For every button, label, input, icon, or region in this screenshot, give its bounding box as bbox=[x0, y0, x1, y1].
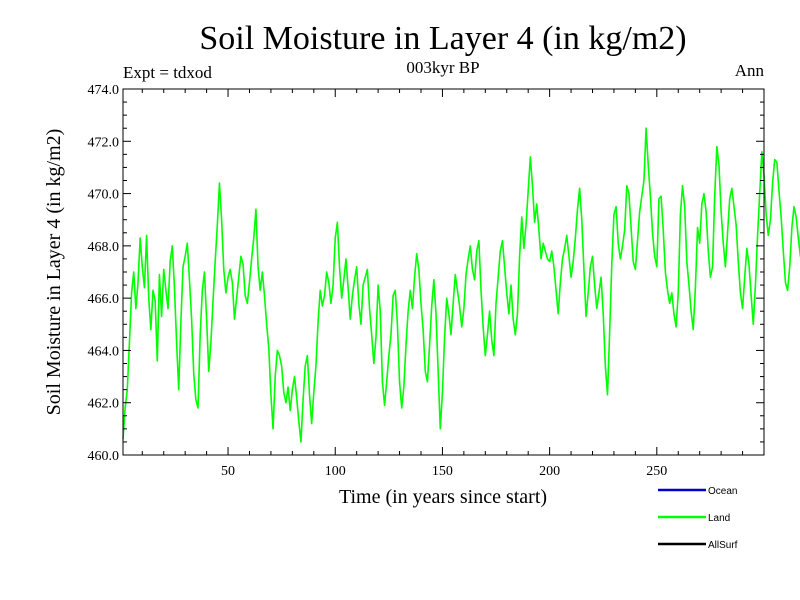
x-axis-label: Time (in years since start) bbox=[339, 486, 547, 508]
x-tick-label: 200 bbox=[539, 464, 560, 479]
y-tick-label: 462.0 bbox=[88, 397, 120, 412]
plot-frame bbox=[122, 88, 765, 456]
y-tick-label: 468.0 bbox=[88, 240, 120, 255]
legend-label-land: Land bbox=[708, 513, 730, 524]
y-axis-label: Soil Moisture in Layer 4 (in kg/m2) bbox=[43, 129, 65, 416]
y-tick-label: 460.0 bbox=[88, 449, 120, 464]
legend: Ocean Land AllSurf bbox=[658, 486, 738, 551]
experiment-label: Expt = tdxod bbox=[123, 63, 212, 82]
chart-title: Soil Moisture in Layer 4 (in kg/m2) bbox=[199, 20, 686, 57]
series-layer bbox=[122, 127, 800, 443]
x-tick-label: 50 bbox=[221, 464, 235, 479]
x-tick-label: 100 bbox=[325, 464, 346, 479]
x-tick-label: 250 bbox=[646, 464, 667, 479]
y-tick-label: 472.0 bbox=[88, 135, 120, 150]
x-tick-label: 150 bbox=[432, 464, 453, 479]
y-tick-label: 466.0 bbox=[88, 292, 120, 307]
series-line-land bbox=[122, 127, 800, 443]
y-tick-label: 474.0 bbox=[88, 83, 120, 98]
legend-label-allsurf: AllSurf bbox=[708, 540, 738, 551]
tick-layer: 460.0 462.0 464.0 466.0 468.0 470.0 472.0 474.0… bbox=[88, 83, 764, 479]
season-label: Ann bbox=[735, 61, 765, 80]
chart-subtitle: 003kyr BP bbox=[406, 58, 479, 77]
y-tick-label: 464.0 bbox=[88, 344, 120, 359]
y-tick-label: 470.0 bbox=[88, 188, 120, 203]
legend-label-ocean: Ocean bbox=[708, 486, 737, 497]
